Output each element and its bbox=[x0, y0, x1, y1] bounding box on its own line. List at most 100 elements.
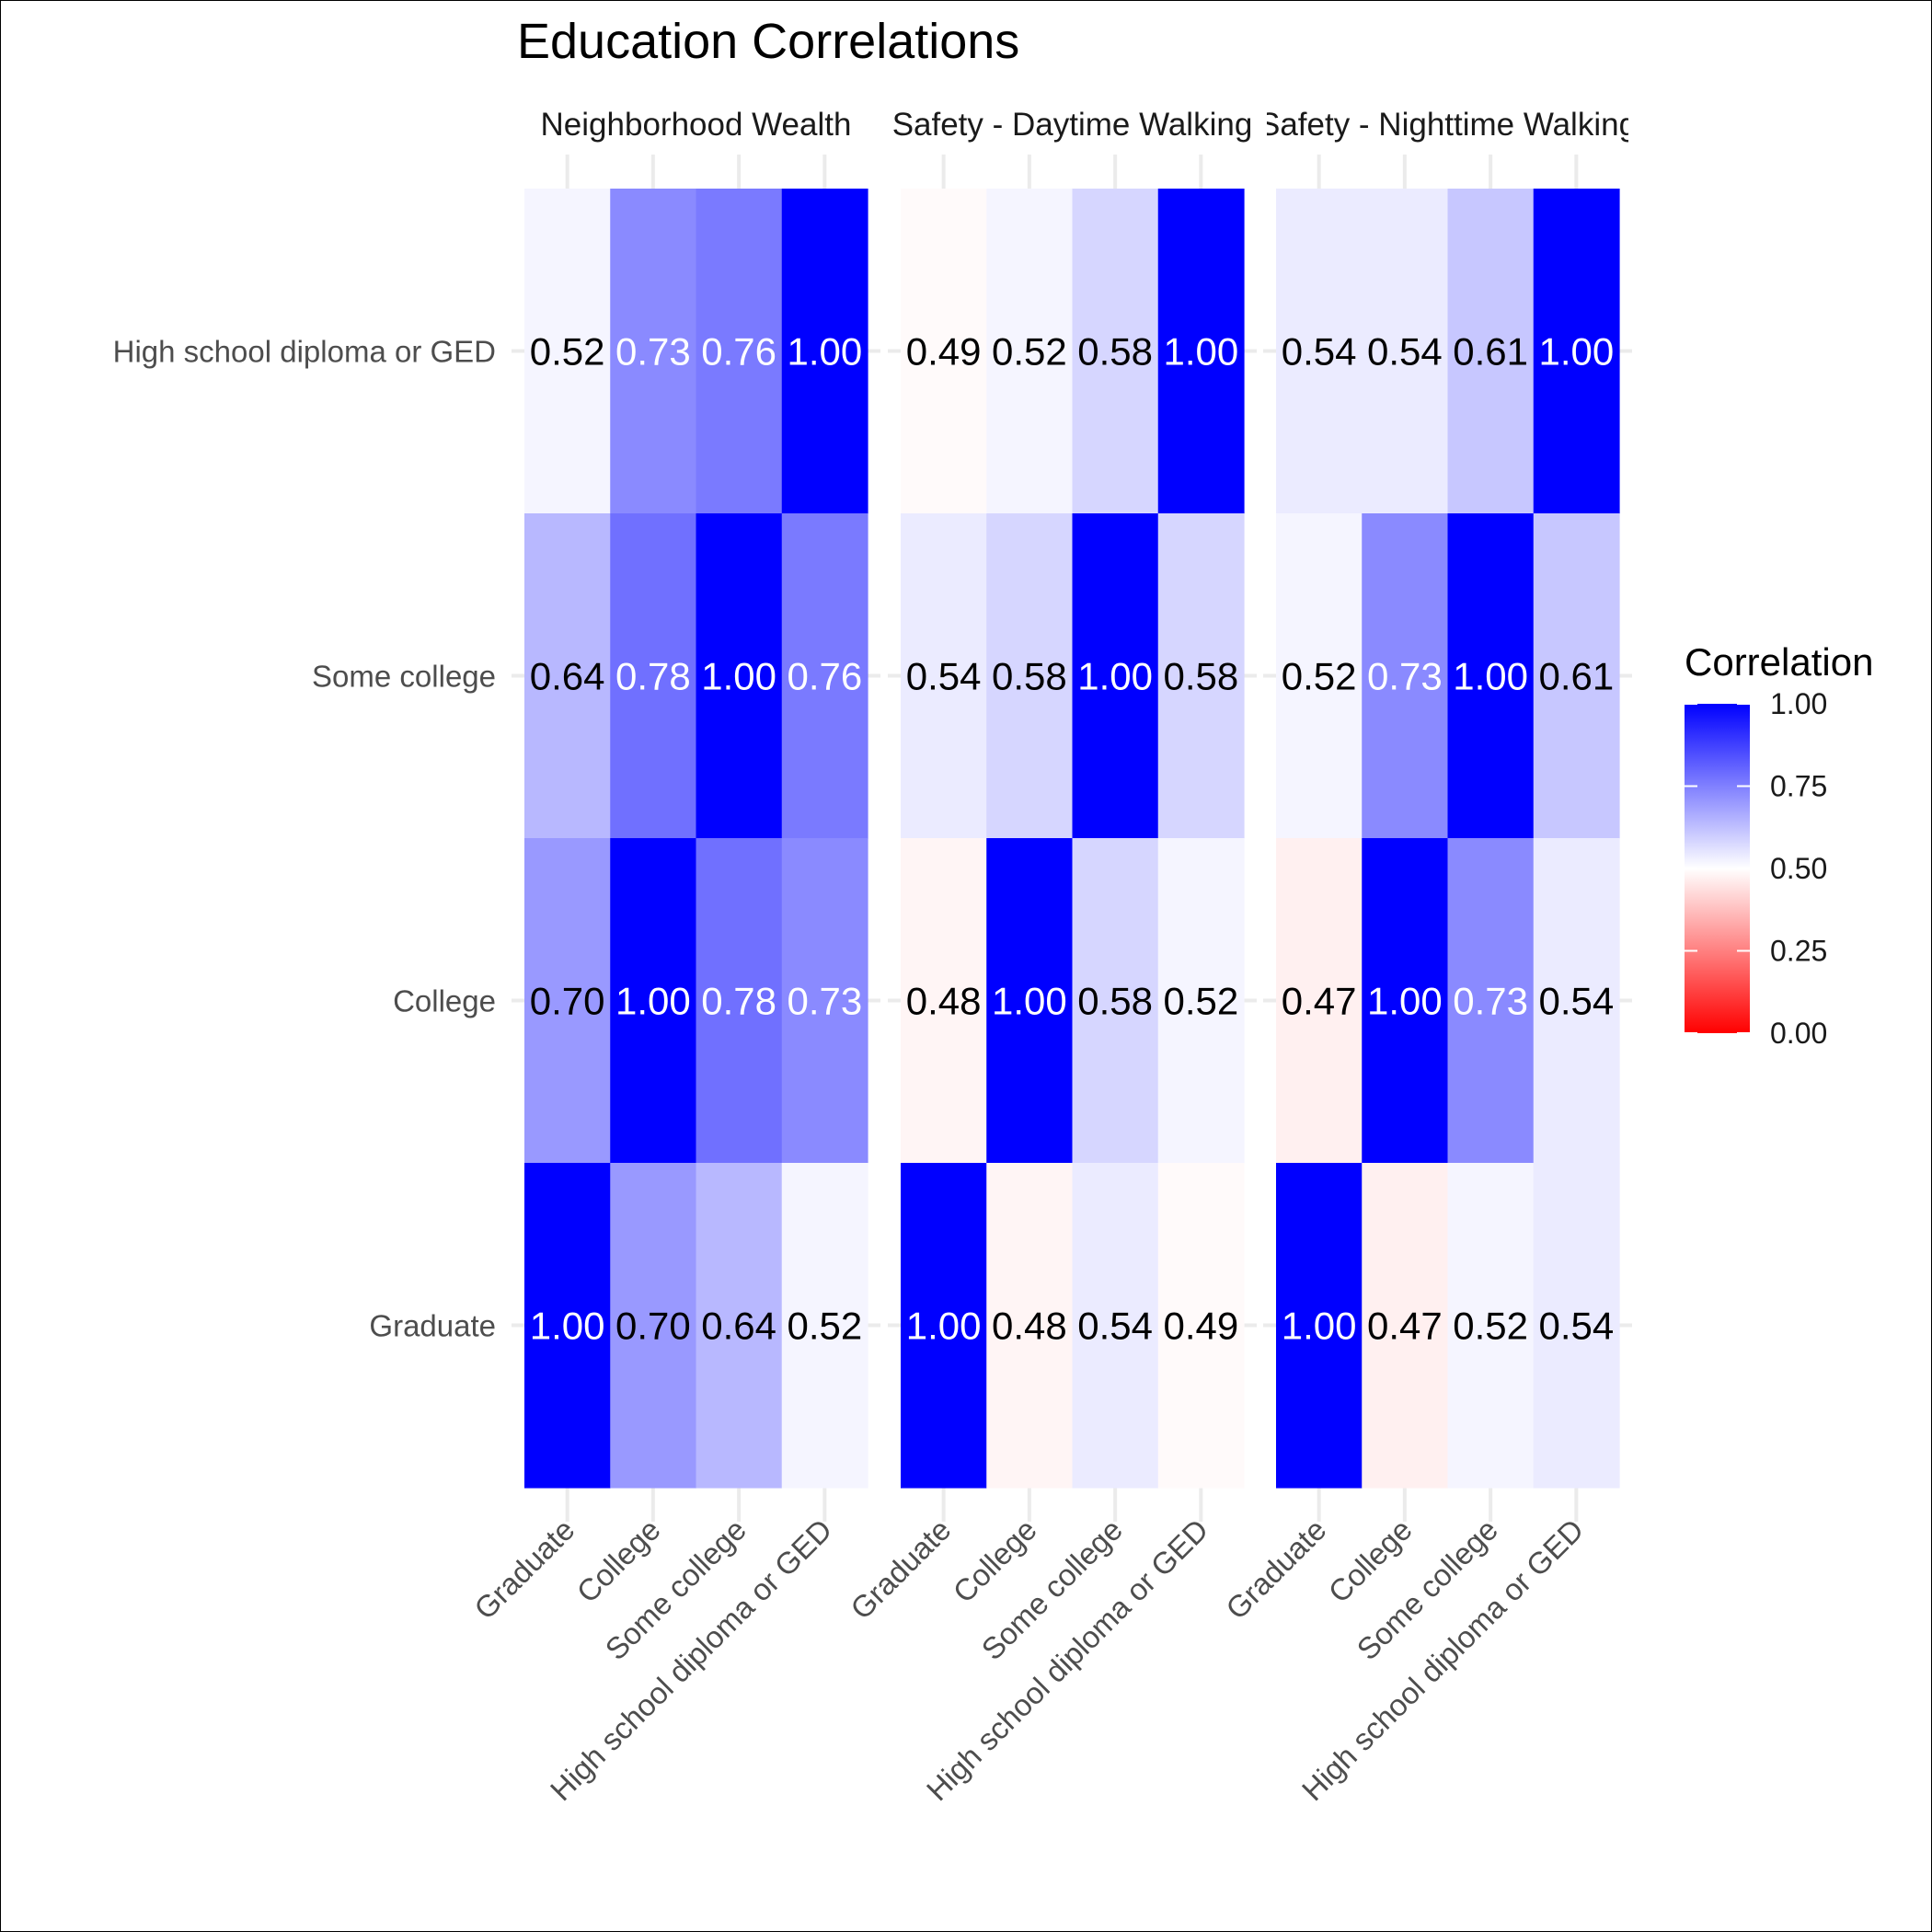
heatmap-cell bbox=[1447, 513, 1535, 839]
heatmap-cell bbox=[524, 513, 611, 839]
cell-value-label: 0.58 bbox=[1077, 980, 1153, 1023]
cell-value-label: 0.52 bbox=[1453, 1305, 1528, 1348]
x-axis-label: Graduate bbox=[844, 1512, 957, 1626]
cell-value-label: 0.64 bbox=[701, 1305, 776, 1348]
cell-value-label: 0.54 bbox=[1077, 1305, 1153, 1348]
cell-value-label: 0.47 bbox=[1367, 1305, 1443, 1348]
cell-value-label: 0.48 bbox=[992, 1305, 1067, 1348]
grid-lines bbox=[512, 155, 1632, 1522]
heatmap-cell bbox=[1072, 513, 1159, 839]
heatmap-cell bbox=[1276, 513, 1363, 839]
heatmap-cell bbox=[610, 838, 697, 1164]
heatmap-cell bbox=[1072, 1163, 1159, 1489]
cell-value-label: 0.76 bbox=[788, 655, 863, 698]
legend-tick-label: 0.75 bbox=[1770, 770, 1827, 803]
heatmap-cell bbox=[781, 189, 868, 514]
cell-value-label: 0.52 bbox=[992, 330, 1067, 374]
heatmap-cell bbox=[1362, 1163, 1449, 1489]
heatmap-cell bbox=[781, 1163, 868, 1489]
heatmap-cell bbox=[610, 1163, 697, 1489]
cell-value-label: 1.00 bbox=[906, 1305, 982, 1348]
y-axis-label: Some college bbox=[312, 660, 496, 694]
cell-value-label: 1.00 bbox=[1077, 655, 1153, 698]
heatmap-cell bbox=[1157, 1163, 1245, 1489]
heatmap-cell bbox=[696, 189, 783, 514]
heatmap-cell bbox=[901, 513, 987, 839]
heatmap-cell bbox=[524, 838, 611, 1164]
heatmap-cell bbox=[1276, 1163, 1363, 1489]
cell-value-label: 0.76 bbox=[701, 330, 776, 374]
heatmap-cell bbox=[1157, 189, 1245, 514]
cell-value-label: 0.78 bbox=[615, 655, 691, 698]
heatmap-cell bbox=[986, 513, 1074, 839]
cell-value-label: 0.73 bbox=[615, 330, 691, 374]
heatmap-cell bbox=[986, 189, 1074, 514]
cell-value-label: 0.54 bbox=[1539, 1305, 1615, 1348]
cell-value-label: 1.00 bbox=[992, 980, 1067, 1023]
heatmap-cell bbox=[901, 1163, 987, 1489]
heatmap-cell bbox=[986, 1163, 1074, 1489]
legend-title: Correlation bbox=[1685, 640, 1873, 684]
heatmap-cell bbox=[1276, 189, 1363, 514]
cell-value-label: 0.78 bbox=[701, 980, 776, 1023]
cell-value-label: 0.52 bbox=[788, 1305, 863, 1348]
cell-value-label: 1.00 bbox=[701, 655, 776, 698]
heatmap-cell bbox=[1157, 513, 1245, 839]
heatmap-cell bbox=[1533, 513, 1620, 839]
heatmap-cell bbox=[696, 1163, 783, 1489]
heatmap-cell bbox=[1072, 189, 1159, 514]
cell-value-label: 0.49 bbox=[906, 330, 982, 374]
heatmap-cell bbox=[1447, 189, 1535, 514]
heatmap-cell bbox=[901, 189, 987, 514]
facet-strips: Neighborhood Wealth Safety - Daytime Walk… bbox=[541, 107, 1628, 143]
heatmap-cell bbox=[696, 513, 783, 839]
x-axis-label: Graduate bbox=[1219, 1512, 1332, 1626]
heatmap-cell bbox=[1447, 838, 1535, 1164]
heatmap-cell bbox=[610, 513, 697, 839]
cell-value-label: 1.00 bbox=[1453, 655, 1528, 698]
heatmap-cell bbox=[781, 838, 868, 1164]
heatmap-cell bbox=[696, 838, 783, 1164]
heatmap-cell bbox=[1533, 189, 1620, 514]
heatmap-cells bbox=[524, 189, 1620, 1489]
legend-tick-label: 0.00 bbox=[1770, 1017, 1827, 1050]
cell-value-label: 1.00 bbox=[1164, 330, 1239, 374]
cell-value-label: 1.00 bbox=[530, 1305, 605, 1348]
cell-value-label: 0.70 bbox=[615, 1305, 691, 1348]
heatmap-cell bbox=[1362, 189, 1449, 514]
cell-value-label: 0.47 bbox=[1282, 980, 1357, 1023]
cell-value-label: 0.49 bbox=[1164, 1305, 1239, 1348]
heatmap-cell bbox=[1072, 838, 1159, 1164]
heatmap-cell bbox=[1533, 838, 1620, 1164]
chart-title: Education Correlations bbox=[517, 14, 1019, 69]
cell-value-label: 0.52 bbox=[1164, 980, 1239, 1023]
heatmap-cell bbox=[1362, 513, 1449, 839]
cell-value-label: 0.52 bbox=[530, 330, 605, 374]
cell-value-label: 0.54 bbox=[906, 655, 982, 698]
cell-value-label: 0.61 bbox=[1539, 655, 1615, 698]
y-axis-label: Graduate bbox=[369, 1309, 496, 1343]
cell-value-label: 0.70 bbox=[530, 980, 605, 1023]
heatmap-cell bbox=[901, 838, 987, 1164]
heatmap-cell bbox=[1362, 838, 1449, 1164]
heatmap-cell bbox=[1533, 1163, 1620, 1489]
cell-value-label: 0.64 bbox=[530, 655, 605, 698]
legend-tick-label: 0.50 bbox=[1770, 852, 1827, 885]
heatmap-cell bbox=[1157, 838, 1245, 1164]
cell-value-label: 1.00 bbox=[1367, 980, 1443, 1023]
legend-tick-label: 1.00 bbox=[1770, 687, 1827, 720]
y-axis-label: College bbox=[393, 984, 496, 1018]
cell-value-label: 0.52 bbox=[1282, 655, 1357, 698]
cell-value-label: 0.58 bbox=[1077, 330, 1153, 374]
heatmap-cell bbox=[524, 1163, 611, 1489]
cell-value-label: 0.58 bbox=[1164, 655, 1239, 698]
cell-value-label: 1.00 bbox=[788, 330, 863, 374]
cell-value-label: 0.54 bbox=[1539, 980, 1615, 1023]
heatmap-cell bbox=[781, 513, 868, 839]
cell-value-label: 0.54 bbox=[1282, 330, 1357, 374]
heatmap-cell bbox=[610, 189, 697, 514]
cell-value-label: 0.61 bbox=[1453, 330, 1528, 374]
